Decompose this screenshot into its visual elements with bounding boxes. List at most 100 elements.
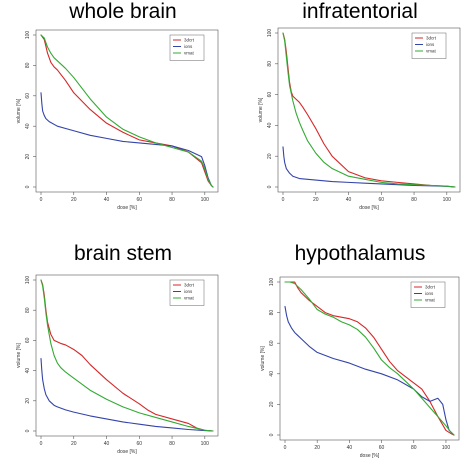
x-tick-label: 20 (314, 445, 320, 451)
y-tick-label: 100 (25, 31, 31, 40)
x-tick-label: 60 (137, 441, 143, 447)
plot-frame (279, 276, 460, 441)
legend-box (410, 281, 446, 308)
x-tick-label: 0 (284, 445, 287, 451)
y-tick-label: 100 (267, 29, 273, 38)
legend-label-vmat: vmat (184, 51, 195, 56)
legend-label-ions: ions (184, 289, 193, 294)
series-line-vmat (282, 32, 456, 188)
x-tick-label: 0 (40, 197, 43, 203)
legend-label-vmat: vmat (425, 298, 436, 303)
panels: whole brain 0 20 40 60 80 100 0 20 40 60 80 100 dose … (16, 0, 461, 459)
y-axis-label: volume [%] (258, 97, 264, 122)
plot-frame (35, 29, 219, 193)
legend-label-3dcrt: 3dcrt (184, 38, 195, 43)
x-tick-label: 100 (442, 445, 451, 451)
series-line-ions (282, 146, 456, 188)
y-tick-label: 100 (269, 278, 275, 287)
y-tick-label: 60 (25, 93, 31, 99)
x-tick-label: 80 (169, 441, 175, 447)
legend-box (169, 34, 205, 61)
x-axis-label: dose [%] (117, 205, 137, 211)
series-line-ions (40, 357, 214, 432)
x-tick-label: 60 (379, 197, 385, 203)
y-tick-label: 80 (267, 61, 273, 67)
y-tick-label: 40 (25, 123, 31, 129)
panel-title: hypothalamus (295, 242, 426, 265)
series-line-vmat (284, 281, 455, 436)
x-tick-label: 40 (104, 441, 110, 447)
x-tick-label: 60 (137, 197, 143, 203)
panel-infratentorial: infratentorial 0 20 40 60 80 100 0 20 40 60 80 100 do… (258, 0, 461, 211)
y-tick-label: 40 (269, 371, 275, 377)
panel-whole-brain: whole brain 0 20 40 60 80 100 0 20 40 60 80 100 dose … (16, 0, 219, 211)
series-line-ions (40, 92, 214, 188)
y-axis-label: volume [%] (260, 346, 266, 371)
x-tick-label: 80 (169, 197, 175, 203)
y-tick-label: 0 (269, 433, 275, 436)
x-tick-label: 100 (443, 197, 452, 203)
y-tick-label: 60 (25, 337, 31, 343)
y-tick-label: 0 (25, 185, 31, 188)
y-tick-label: 20 (25, 154, 31, 160)
y-tick-label: 20 (25, 398, 31, 404)
x-tick-label: 20 (313, 197, 319, 203)
y-tick-label: 40 (25, 368, 31, 374)
series-line-ions (284, 305, 455, 436)
x-axis-label: dose [%] (360, 453, 380, 459)
x-tick-label: 0 (282, 197, 285, 203)
panel-brain-stem: brain stem 0 20 40 60 80 100 0 20 40 60 80 100 dose [… (16, 242, 219, 455)
y-tick-label: 80 (25, 307, 31, 313)
x-tick-label: 40 (347, 445, 353, 451)
panel-title: whole brain (68, 0, 176, 23)
legend-label-ions: ions (426, 42, 435, 47)
x-tick-label: 100 (201, 441, 210, 447)
legend-label-ions: ions (184, 44, 193, 49)
x-tick-label: 80 (411, 445, 417, 451)
series-line-3dcrt (284, 281, 455, 436)
series-line-vmat (40, 34, 214, 188)
series-line-vmat (40, 279, 214, 432)
y-tick-label: 40 (267, 122, 273, 128)
y-tick-label: 80 (269, 310, 275, 316)
legend-box (411, 32, 447, 59)
y-axis-label: volume [%] (16, 343, 22, 368)
y-axis-label: volume [%] (16, 98, 22, 123)
x-tick-label: 60 (379, 445, 385, 451)
y-tick-label: 0 (267, 185, 273, 188)
panel-title: infratentorial (302, 0, 418, 23)
y-tick-label: 20 (269, 401, 275, 407)
panel-title: brain stem (74, 242, 172, 265)
x-tick-label: 0 (40, 441, 43, 447)
y-tick-label: 20 (267, 153, 273, 159)
x-tick-label: 40 (346, 197, 352, 203)
legend-box (169, 279, 205, 306)
y-tick-label: 80 (25, 62, 31, 68)
legend-label-3dcrt: 3dcrt (426, 36, 437, 41)
legend-label-3dcrt: 3dcrt (184, 283, 195, 288)
legend-label-vmat: vmat (426, 49, 437, 54)
legend-label-3dcrt: 3dcrt (425, 285, 436, 290)
x-tick-label: 40 (104, 197, 110, 203)
legend-label-vmat: vmat (184, 296, 195, 301)
series-line-3dcrt (40, 34, 214, 188)
plot-frame (35, 274, 219, 437)
y-tick-label: 60 (267, 92, 273, 98)
x-tick-label: 80 (411, 197, 417, 203)
x-axis-label: dose [%] (359, 205, 379, 211)
legend-label-ions: ions (425, 291, 434, 296)
x-tick-label: 20 (71, 441, 77, 447)
x-tick-label: 20 (71, 197, 77, 203)
panel-hypothalamus: hypothalamus 0 20 40 60 80 100 0 20 40 60 80 100 dose… (260, 242, 460, 459)
plot-frame (277, 27, 461, 193)
x-tick-label: 100 (201, 197, 210, 203)
y-tick-label: 60 (269, 340, 275, 346)
y-tick-label: 0 (25, 429, 31, 432)
x-axis-label: dose [%] (117, 449, 137, 455)
y-tick-label: 100 (25, 276, 31, 285)
